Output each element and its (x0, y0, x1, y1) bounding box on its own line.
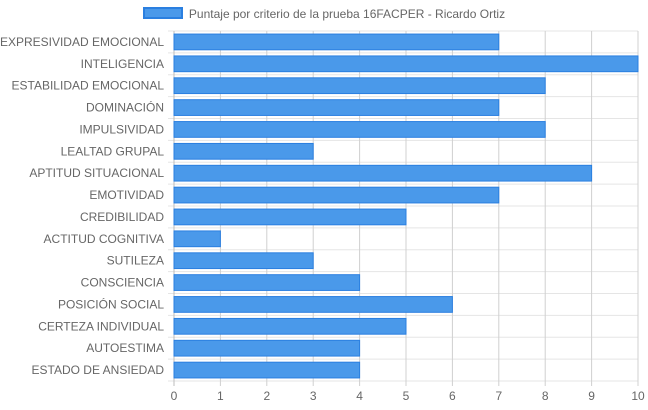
category-label: INTELIGENCIA (81, 57, 164, 71)
chart-legend[interactable]: Puntaje por criterio de la prueba 16FACP… (0, 6, 648, 21)
category-label: CERTEZA INDIVIDUAL (38, 319, 164, 333)
bar[interactable] (173, 142, 314, 160)
x-tick-label: 8 (542, 389, 549, 403)
x-tick-label: 3 (310, 389, 317, 403)
legend-swatch (142, 6, 183, 19)
category-label: AUTOESTIMA (86, 341, 164, 355)
x-tick-label: 9 (588, 389, 595, 403)
bar[interactable] (173, 55, 639, 73)
bar[interactable] (173, 186, 500, 204)
bar[interactable] (173, 33, 500, 51)
x-tick-label: 10 (631, 389, 645, 403)
x-tick-label: 0 (171, 389, 178, 403)
category-label: IMPULSIVIDAD (79, 122, 164, 136)
category-label: CONSCIENCIA (81, 276, 164, 290)
bar[interactable] (173, 274, 361, 291)
x-tick-label: 7 (495, 389, 502, 403)
category-label: ACTITUD COGNITIVA (44, 232, 164, 246)
bar[interactable] (173, 121, 546, 138)
category-label: LEALTAD GRUPAL (61, 144, 165, 158)
category-label: CREDIBILIDAD (80, 210, 164, 224)
category-label: APTITUD SITUACIONAL (29, 166, 164, 180)
bars (173, 33, 639, 379)
bar[interactable] (173, 339, 361, 357)
category-label: SUTILEZA (107, 254, 164, 268)
category-labels: EXPRESIVIDAD EMOCIONAL INTELIGENCIA ESTABI… (0, 35, 164, 377)
category-label: EMOTIVIDAD (89, 188, 164, 202)
bar[interactable] (173, 317, 407, 335)
bar[interactable] (173, 361, 361, 379)
x-tick-label: 6 (449, 389, 456, 403)
category-label: ESTADO DE ANSIEDAD (32, 363, 165, 377)
category-label: EXPRESIVIDAD EMOCIONAL (0, 35, 164, 49)
x-tick-label: 1 (217, 389, 224, 403)
category-label: ESTABILIDAD EMOCIONAL (12, 79, 165, 93)
x-tick-labels: 0 1 2 3 4 5 6 7 8 9 10 (171, 389, 645, 403)
x-tick-label: 2 (263, 389, 270, 403)
category-label: DOMINACIÓN (86, 100, 164, 115)
bar[interactable] (173, 99, 500, 116)
category-label: POSICIÓN SOCIAL (58, 296, 164, 311)
bar[interactable] (173, 77, 546, 95)
bar[interactable] (173, 164, 593, 182)
bar[interactable] (173, 230, 221, 248)
x-tick-label: 5 (403, 389, 410, 403)
bar[interactable] (173, 252, 314, 270)
bar[interactable] (173, 296, 453, 313)
legend-label: Puntaje por criterio de la prueba 16FACP… (188, 6, 506, 21)
bar[interactable] (173, 208, 407, 226)
x-tick-label: 4 (356, 389, 363, 403)
